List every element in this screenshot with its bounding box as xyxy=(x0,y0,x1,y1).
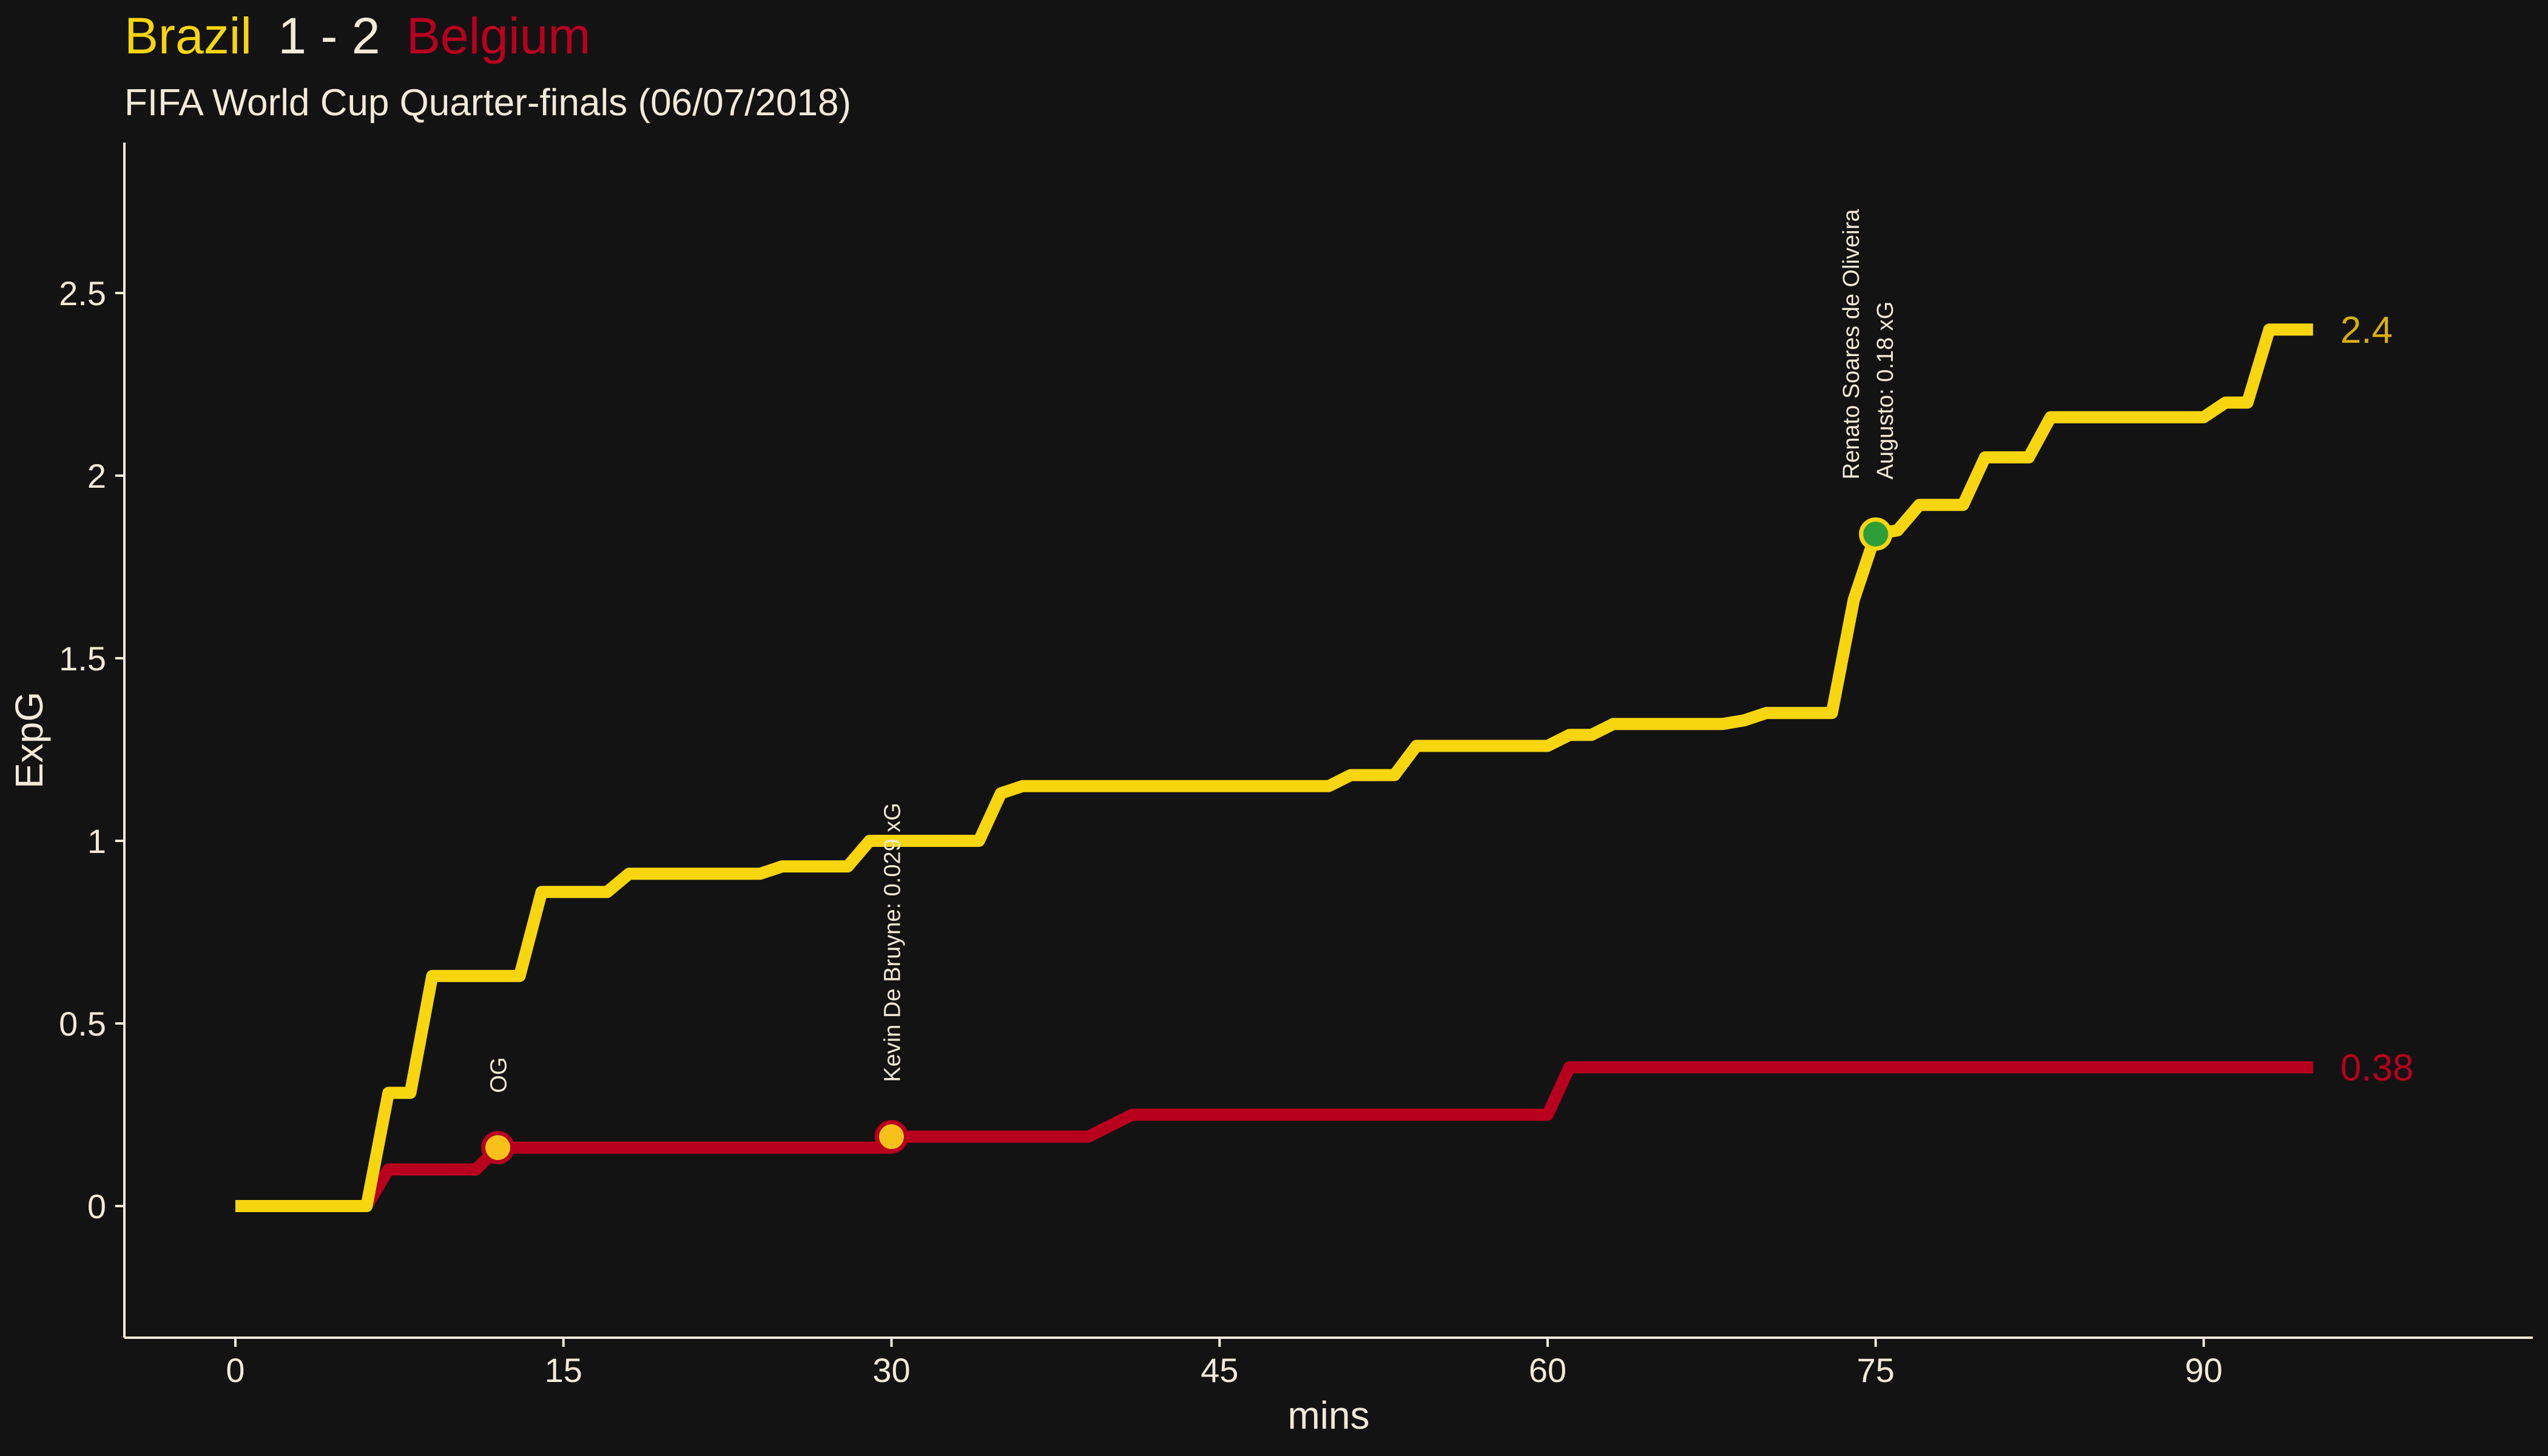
x-axis-title: mins xyxy=(1287,1394,1369,1437)
x-tick-label: 30 xyxy=(872,1351,910,1389)
goal-annotation: Renato Soares de Oliveira xyxy=(1839,209,1864,480)
y-tick-label: 0.5 xyxy=(59,1005,106,1043)
x-tick-label: 60 xyxy=(1529,1351,1566,1389)
y-tick-label: 2 xyxy=(87,457,106,495)
goal-marker xyxy=(1859,517,1893,551)
goal-markers xyxy=(481,517,1893,1165)
x-tick-label: 15 xyxy=(545,1351,582,1389)
chart-title: Brazil 1 - 2 Belgium xyxy=(124,7,590,64)
y-axis-ticks: 0 0.5 1 1.5 2 2.5 xyxy=(59,274,124,1225)
home-team-name: Brazil xyxy=(124,7,252,64)
goal-marker xyxy=(875,1120,908,1154)
series-end-label: 2.4 xyxy=(2341,309,2393,351)
goal-annotation: Kevin De Bruyne: 0.029 xG xyxy=(880,803,906,1082)
y-tick-label: 0 xyxy=(87,1187,106,1225)
score: 1 - 2 xyxy=(278,7,380,64)
x-tick-label: 75 xyxy=(1857,1351,1895,1389)
goal-marker xyxy=(481,1131,515,1165)
y-axis-title: ExpG xyxy=(7,692,51,789)
series-end-label: 0.38 xyxy=(2341,1047,2414,1089)
away-team-name: Belgium xyxy=(406,7,590,64)
goal-annotation: OG xyxy=(487,1057,512,1093)
x-tick-label: 45 xyxy=(1201,1351,1238,1389)
y-tick-label: 2.5 xyxy=(59,274,106,312)
series-line-brazil xyxy=(235,323,2313,1212)
x-axis-ticks: 0 15 30 45 60 75 90 xyxy=(226,1338,2223,1389)
y-tick-label: 1.5 xyxy=(59,639,106,678)
y-tick-label: 1 xyxy=(87,822,106,860)
chart-subtitle: FIFA World Cup Quarter-finals (06/07/201… xyxy=(124,82,851,124)
x-tick-label: 90 xyxy=(2185,1351,2222,1389)
x-tick-label: 0 xyxy=(226,1351,244,1389)
chart-labels: 2.4 0.38 OG Kevin De Bruyne: 0.029 xG Renato… xyxy=(487,209,2414,1093)
goal-annotation: Augusto: 0.18 xG xyxy=(1873,302,1898,480)
